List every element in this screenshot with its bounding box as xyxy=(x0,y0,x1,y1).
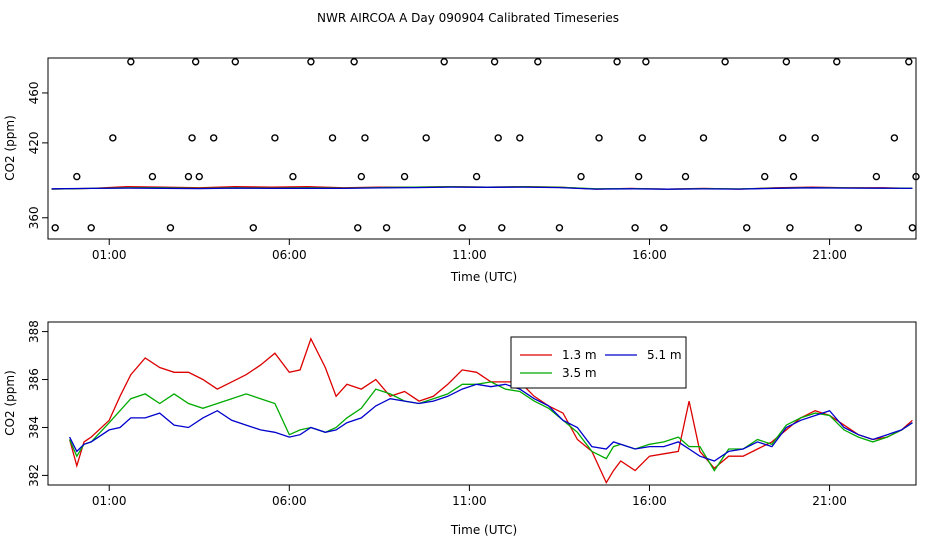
data-point-53 xyxy=(854,224,863,232)
data-point-48 xyxy=(782,58,791,66)
y-tick-label-1-3: 388 xyxy=(27,320,41,343)
data-point-17 xyxy=(328,134,337,142)
legend-label-5-1m: 5.1 m xyxy=(647,348,682,362)
data-point-2 xyxy=(87,224,95,232)
y-tick-label-0-1: 420 xyxy=(27,131,41,154)
data-point-11 xyxy=(209,134,218,142)
legend-box xyxy=(510,336,687,389)
x-tick-label-0-4: 21:00 xyxy=(812,248,847,262)
legend: 1.3 m 3.5 m 5.1 m xyxy=(510,336,687,389)
data-point-51 xyxy=(811,134,819,142)
top-y-axis-label: CO2 (ppm) xyxy=(3,115,17,181)
data-point-54 xyxy=(872,172,881,181)
top-x-axis-label: Time (UTC) xyxy=(450,270,517,284)
bottom-panel-frame xyxy=(47,321,917,486)
data-point-52 xyxy=(833,58,841,66)
top-panel-frame xyxy=(47,57,917,240)
legend-label-3-5m: 3.5 m xyxy=(562,366,597,380)
data-point-16 xyxy=(307,58,315,66)
bottom-panel: 01:00 06:00 11:00 16:00 21:00 382 384 386 388 xyxy=(27,320,913,508)
data-point-43 xyxy=(699,134,708,142)
data-point-18 xyxy=(350,58,358,66)
x-tick-label-0-0: 01:00 xyxy=(92,248,127,262)
data-point-7 xyxy=(184,172,193,181)
data-point-40 xyxy=(642,58,650,66)
series-line-1-1 xyxy=(69,381,913,472)
series-line-0-2 xyxy=(51,186,913,190)
data-point-26 xyxy=(458,224,466,232)
data-point-39 xyxy=(638,134,646,142)
data-point-32 xyxy=(534,58,542,66)
data-point-57 xyxy=(908,224,917,232)
top-panel: 01:00 06:00 11:00 16:00 21:00 360 420 460 xyxy=(27,58,920,262)
data-point-0 xyxy=(51,224,59,232)
data-point-21 xyxy=(361,134,369,142)
data-point-56 xyxy=(905,58,913,66)
x-tick-label-0-3: 16:00 xyxy=(632,248,667,262)
y-tick-label-1-2: 386 xyxy=(27,368,41,391)
chart-title: NWR AIRCOA A Day 090904 Calibrated Times… xyxy=(317,11,619,25)
x-tick-label-1-4: 21:00 xyxy=(812,494,847,508)
data-point-5 xyxy=(148,172,157,181)
x-tick-label-0-2: 11:00 xyxy=(452,248,487,262)
data-point-36 xyxy=(613,58,621,66)
data-point-8 xyxy=(188,134,196,142)
data-point-3 xyxy=(109,134,117,142)
data-point-31 xyxy=(516,134,524,142)
y-tick-label-1-1: 384 xyxy=(27,416,41,439)
data-point-34 xyxy=(577,172,585,181)
data-point-19 xyxy=(354,224,362,232)
data-point-1 xyxy=(73,172,81,181)
data-point-12 xyxy=(231,58,239,66)
data-point-47 xyxy=(779,134,787,142)
bottom-x-axis-label: Time (UTC) xyxy=(450,523,517,537)
x-tick-label-1-2: 11:00 xyxy=(452,494,487,508)
data-point-23 xyxy=(400,172,409,181)
x-tick-label-1-3: 16:00 xyxy=(632,494,667,508)
series-line-1-2 xyxy=(69,383,913,462)
data-point-6 xyxy=(166,224,175,232)
y-tick-label-0-0: 360 xyxy=(27,206,41,229)
series-line-1-0 xyxy=(68,337,913,484)
data-point-37 xyxy=(631,224,639,232)
bottom-y-axis-label: CO2 (ppm) xyxy=(3,370,17,436)
y-tick-label-1-0: 382 xyxy=(27,464,41,487)
data-point-29 xyxy=(494,134,502,142)
data-point-33 xyxy=(555,224,564,232)
data-point-25 xyxy=(440,58,448,66)
data-point-14 xyxy=(271,134,279,142)
data-point-20 xyxy=(357,172,366,181)
data-point-41 xyxy=(660,224,668,232)
legend-label-1-3m: 1.3 m xyxy=(562,348,597,362)
x-tick-label-1-0: 01:00 xyxy=(92,494,127,508)
data-point-58 xyxy=(912,172,920,181)
data-point-24 xyxy=(422,134,430,142)
y-tick-label-0-2: 460 xyxy=(27,81,41,104)
data-point-49 xyxy=(786,224,794,232)
data-point-45 xyxy=(743,224,751,232)
data-point-13 xyxy=(249,224,257,232)
data-point-44 xyxy=(721,58,729,66)
data-point-35 xyxy=(595,134,603,142)
data-point-30 xyxy=(498,224,506,232)
data-point-15 xyxy=(289,172,297,181)
data-point-4 xyxy=(127,58,135,66)
data-point-22 xyxy=(382,224,391,232)
data-point-42 xyxy=(681,172,690,181)
x-tick-label-0-1: 06:00 xyxy=(272,248,307,262)
data-point-10 xyxy=(195,172,203,181)
data-point-28 xyxy=(490,58,499,66)
x-tick-label-1-1: 06:00 xyxy=(272,494,307,508)
data-point-9 xyxy=(191,58,200,66)
data-point-27 xyxy=(472,172,481,181)
data-point-46 xyxy=(761,172,769,181)
data-point-55 xyxy=(890,134,899,142)
data-point-38 xyxy=(634,172,643,181)
data-point-50 xyxy=(789,172,798,181)
